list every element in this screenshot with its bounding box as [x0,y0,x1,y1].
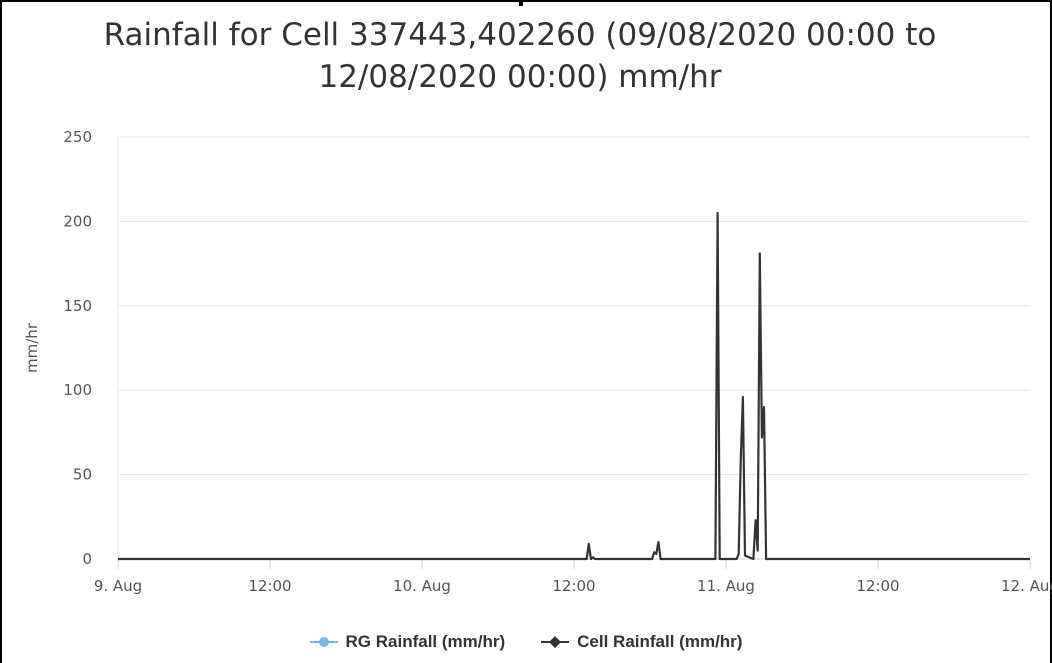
y-tick-label: 150 [63,297,92,315]
x-tick-label: 12. Aug [1001,577,1052,595]
legend-rg-label: RG Rainfall (mm/hr) [345,632,506,651]
x-tick-label: 9. Aug [94,577,142,595]
x-tick-label: 12:00 [248,577,291,595]
y-tick-label: 250 [63,128,92,146]
y-axis: 0 50 100 150 200 250 [63,128,92,568]
diamond-marker-icon [549,636,562,648]
y-tick-label: 50 [73,466,92,484]
legend: RG Rainfall (mm/hr) Cell Rainfall (mm/hr… [0,632,1052,652]
series-layer [118,211,1030,561]
y-tick-label: 200 [63,212,92,230]
legend-item-cell-rainfall[interactable]: Cell Rainfall (mm/hr) [541,632,742,652]
x-tick-label: 12:00 [552,577,595,595]
y-tick-label: 0 [82,550,92,568]
x-tick-label: 12:00 [856,577,899,595]
y-tick-label: 100 [63,381,92,399]
chart-title-line-1: Rainfall for Cell 337443,402260 (09/08/2… [103,17,937,53]
legend-cell-symbol [541,635,570,649]
x-axis: 9. Aug 12:00 10. Aug 12:00 11. Aug 12:00 12. A… [94,558,1052,595]
legend-item-rg-rainfall[interactable]: RG Rainfall (mm/hr) [309,632,506,652]
x-tick-label: 10. Aug [393,577,451,595]
legend-cell-label: Cell Rainfall (mm/hr) [577,632,743,651]
circle-marker-icon [318,637,329,647]
chart-title-line-2: 12/08/2020 00:00) mm/hr [318,59,722,95]
chart-title: Rainfall for Cell 337443,402260 (09/08/2… [0,14,1040,98]
series-line-cell-rainfall [118,211,1030,561]
x-tick-label: 11. Aug [697,577,755,595]
grid-lines [117,136,1030,560]
legend-rg-symbol [309,635,338,649]
y-axis-title: mm/hr [23,322,41,373]
frame-notch [519,0,523,6]
